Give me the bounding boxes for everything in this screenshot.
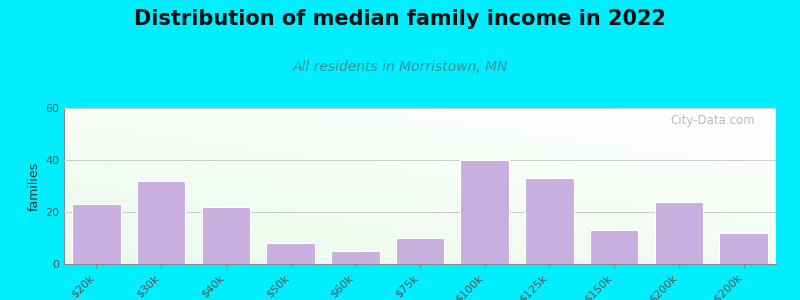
Bar bbox=[461, 160, 509, 264]
Bar bbox=[396, 238, 444, 264]
Bar bbox=[590, 230, 638, 264]
Bar bbox=[202, 207, 250, 264]
Bar bbox=[525, 178, 574, 264]
Bar bbox=[719, 233, 768, 264]
Bar bbox=[137, 181, 186, 264]
Bar bbox=[266, 243, 315, 264]
Y-axis label: families: families bbox=[28, 161, 41, 211]
Bar bbox=[331, 251, 379, 264]
Bar bbox=[72, 204, 121, 264]
Text: Distribution of median family income in 2022: Distribution of median family income in … bbox=[134, 9, 666, 29]
Text: All residents in Morristown, MN: All residents in Morristown, MN bbox=[292, 60, 508, 74]
Bar bbox=[654, 202, 703, 264]
Text: City-Data.com: City-Data.com bbox=[670, 114, 754, 127]
